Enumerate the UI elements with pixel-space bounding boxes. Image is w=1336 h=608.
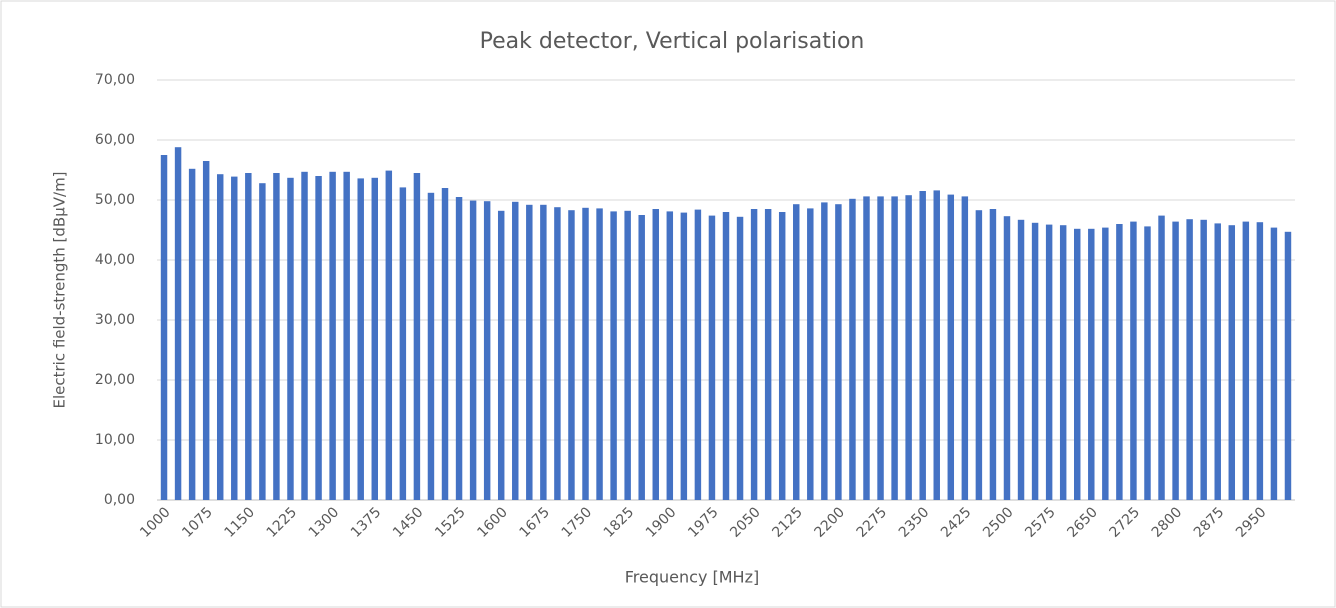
bar (497, 210, 505, 501)
bar (413, 173, 421, 500)
bar (568, 210, 575, 500)
y-tick-label: 30,00 (95, 312, 135, 328)
bar (483, 201, 491, 500)
bar (301, 171, 308, 501)
bar (989, 209, 997, 500)
y-tick-label: 40,00 (95, 252, 135, 268)
bar (835, 204, 842, 500)
y-tick-label: 70,00 (95, 72, 135, 88)
bar (554, 207, 561, 500)
bar (329, 171, 336, 501)
bar (624, 210, 631, 501)
bar (1116, 224, 1123, 500)
bar (1242, 221, 1250, 500)
bar (1228, 225, 1236, 500)
bar (891, 196, 898, 500)
bar (287, 177, 294, 501)
bar (821, 202, 828, 500)
y-axis-label: Electric field-strength [dBµV/m] (51, 171, 69, 408)
bar (441, 188, 449, 500)
y-tick-label: 10,00 (95, 432, 135, 448)
chart-title: Peak detector, Vertical polarisation (480, 29, 865, 54)
bar (399, 187, 407, 500)
bar (905, 195, 912, 500)
bar (455, 197, 463, 500)
bar (273, 173, 280, 500)
bar (975, 210, 983, 500)
bar (1158, 215, 1165, 500)
bar (315, 176, 322, 500)
bar (596, 208, 603, 500)
bar (1130, 221, 1137, 500)
bar (1088, 228, 1095, 501)
bar (933, 190, 940, 500)
bar (427, 192, 435, 501)
bar (512, 201, 519, 501)
bar (947, 194, 955, 500)
bar (202, 161, 210, 500)
bar (680, 212, 688, 500)
bar (778, 212, 786, 500)
bar (259, 183, 266, 500)
bar (526, 204, 533, 501)
bar (764, 209, 772, 500)
bar (736, 216, 744, 501)
bar (1172, 221, 1179, 500)
bar (652, 209, 659, 500)
bar (1186, 219, 1193, 500)
bar (863, 196, 870, 500)
bar (961, 196, 969, 500)
bar (188, 168, 196, 501)
bar (694, 209, 702, 500)
bar (708, 215, 716, 500)
bar (877, 196, 884, 500)
y-tick-label: 60,00 (95, 132, 135, 148)
bar (919, 191, 926, 500)
y-tick-label: 20,00 (95, 372, 135, 388)
bar (343, 171, 350, 501)
bar (357, 178, 364, 500)
bar (638, 215, 645, 500)
bar (1102, 227, 1109, 500)
x-axis-label: Frequency [MHz] (625, 568, 759, 587)
bar (1284, 231, 1292, 501)
bar (1003, 216, 1011, 500)
y-tick-label: 50,00 (95, 192, 135, 208)
bar (1031, 222, 1039, 501)
bar (1256, 222, 1264, 500)
bar (385, 170, 393, 500)
bar (582, 207, 589, 501)
bar (1045, 224, 1053, 500)
bar (174, 147, 182, 500)
bar (610, 211, 617, 500)
bar (245, 173, 252, 500)
bar (1270, 227, 1278, 500)
bar (160, 155, 168, 500)
bar (540, 204, 547, 501)
bar (1059, 225, 1067, 500)
bar (1074, 228, 1081, 501)
bar (1200, 219, 1207, 501)
bar (1214, 223, 1221, 500)
bar (216, 174, 224, 500)
bar (750, 209, 758, 500)
bar (849, 198, 856, 501)
bar (1017, 219, 1025, 501)
bar (666, 211, 674, 500)
bar (1144, 226, 1151, 500)
y-tick-label: 0,00 (104, 492, 135, 508)
bar (371, 177, 378, 501)
bar (231, 176, 238, 500)
bar (722, 212, 730, 500)
bar (793, 204, 800, 500)
bar (469, 200, 477, 500)
bar (807, 208, 814, 500)
